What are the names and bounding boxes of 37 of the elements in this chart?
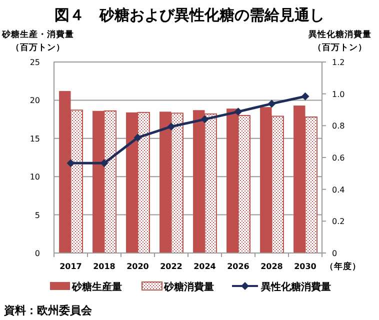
point <box>134 134 142 142</box>
x-axis-title: （年度） <box>325 261 361 272</box>
y-tick-label: 10 <box>30 172 40 182</box>
y2-axis-title: 異性化糖消費量（百万トン） <box>308 29 372 53</box>
x-tick-label: 2017 <box>60 262 82 271</box>
y2-tick-label: 0 <box>332 249 338 258</box>
y2-tick-label: 1.0 <box>332 90 345 99</box>
x-tick-label: 2024 <box>194 262 216 271</box>
y2-tick-label: 0.6 <box>332 154 345 162</box>
x-tick-label: 2028 <box>260 262 284 271</box>
point <box>167 122 176 131</box>
legend-label: 砂糖消費量 <box>163 281 214 293</box>
x-tick-label: 2026 <box>227 262 250 271</box>
legend-label: 砂糖生産量 <box>71 281 122 293</box>
y2-tick-label: 1.2 <box>332 58 345 67</box>
point <box>268 100 276 108</box>
point <box>301 92 310 100</box>
legend-label: 異性化糖消費量 <box>260 281 331 293</box>
point <box>200 115 209 124</box>
y2-tick-label: 0.2 <box>332 217 345 226</box>
text: 資料：欧州委員会 <box>3 304 93 317</box>
x-tick-label: 2030 <box>294 262 317 271</box>
x-tick-label: 2022 <box>160 262 182 271</box>
point <box>234 108 242 116</box>
y-tick-label: 25 <box>30 58 40 67</box>
y2-tick-label: 0.4 <box>332 185 345 194</box>
point <box>100 159 108 168</box>
x-tick-label: 2018 <box>93 262 116 271</box>
y-tick-label: 5 <box>34 210 40 220</box>
y-tick-label: 20 <box>30 96 40 106</box>
y-axis-title: 砂糖生産・消費量（百万トン） <box>1 29 74 53</box>
y-tick-label: 15 <box>30 134 40 144</box>
y2-tick-label: 0.8 <box>332 122 345 131</box>
x-tick-label: 2020 <box>126 262 150 271</box>
point <box>66 159 75 168</box>
chart-title: 図４ 砂糖および異性化糖の需給見通し <box>54 6 324 24</box>
y-tick-label: 0 <box>34 249 40 258</box>
